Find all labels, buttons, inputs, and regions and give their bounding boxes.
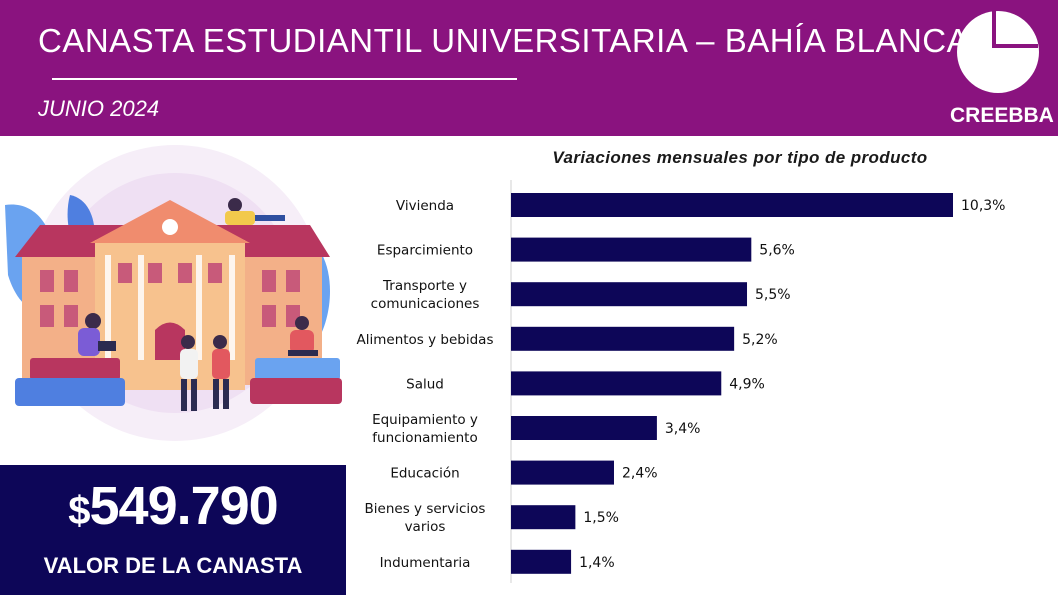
- student-roof-icon: [225, 211, 255, 225]
- category-label-line: Educación: [390, 466, 459, 482]
- basket-value-box: $549.790 VALOR DE LA CANASTA: [0, 465, 346, 595]
- chart-title: Variaciones mensuales por tipo de produc…: [552, 148, 928, 167]
- bar-chart: 10,3% Vivienda 5,6% Esparcimiento 5,5% Transp…: [357, 180, 1005, 583]
- category-label: Esparcimiento: [377, 243, 473, 259]
- data-label: 5,5%: [755, 287, 791, 303]
- page-title: CANASTA ESTUDIANTIL UNIVERSITARIA – BAHÍ…: [38, 22, 970, 59]
- category-label-line: Salud: [406, 376, 444, 392]
- basket-value-label: VALOR DE LA CANASTA: [43, 553, 303, 578]
- data-label: 5,6%: [759, 243, 795, 259]
- bar: [511, 505, 576, 530]
- category-label-line: Esparcimiento: [377, 243, 473, 259]
- data-label: 10,3%: [961, 198, 1005, 214]
- bar: [511, 326, 735, 351]
- bar: [511, 460, 614, 485]
- category-label: Vivienda: [396, 198, 454, 214]
- student-center-icon: [180, 349, 198, 379]
- data-label: 1,4%: [579, 555, 615, 571]
- data-label: 2,4%: [622, 466, 658, 482]
- category-label: Bienes y servicios varios: [365, 501, 486, 535]
- category-label-line: Bienes y servicios: [365, 501, 486, 517]
- bar: [511, 193, 953, 217]
- category-label: Alimentos y bebidas: [357, 332, 494, 348]
- category-label: Educación: [390, 466, 459, 482]
- bar: [511, 416, 657, 440]
- category-label-line: comunicaciones: [371, 296, 480, 312]
- category-label-line: Alimentos y bebidas: [357, 332, 494, 348]
- page-subtitle: JUNIO 2024: [38, 96, 160, 121]
- category-label: Equipamiento y funcionamiento: [372, 412, 478, 446]
- data-label: 4,9%: [729, 376, 765, 392]
- door: [155, 322, 185, 360]
- data-label: 1,5%: [583, 510, 619, 526]
- category-label-line: Transporte y: [382, 278, 467, 294]
- category-label-line: Indumentaria: [380, 555, 471, 571]
- category-label: Salud: [406, 376, 444, 392]
- creebba-logo: CREEBBA: [950, 8, 1054, 132]
- bar: [511, 237, 752, 262]
- books-right-icon: [250, 378, 342, 404]
- category-label-line: varios: [405, 519, 446, 535]
- bar: [511, 282, 748, 307]
- basket-value-amount: $549.790: [0, 475, 346, 537]
- bar: [511, 549, 572, 574]
- title-underline: [52, 78, 517, 80]
- category-label-line: Equipamiento y: [372, 412, 478, 428]
- category-label: Indumentaria: [380, 555, 471, 571]
- bar: [511, 371, 722, 396]
- category-label: Transporte y comunicaciones: [371, 278, 480, 312]
- category-label-line: funcionamiento: [372, 430, 477, 446]
- category-label-line: Vivienda: [396, 198, 454, 214]
- campus-illustration: [0, 145, 345, 460]
- student-right-icon: [290, 330, 314, 354]
- logo-circle-icon: [957, 11, 1039, 93]
- data-label: 3,4%: [665, 421, 701, 437]
- books-left-icon: [15, 378, 125, 406]
- data-label: 5,2%: [742, 332, 778, 348]
- student-left-icon: [78, 328, 100, 356]
- currency-symbol: $: [68, 489, 90, 533]
- header-banner: CANASTA ESTUDIANTIL UNIVERSITARIA – BAHÍ…: [0, 0, 1058, 136]
- amount-number: 549.790: [89, 476, 279, 536]
- logo-text: CREEBBA: [950, 104, 1054, 127]
